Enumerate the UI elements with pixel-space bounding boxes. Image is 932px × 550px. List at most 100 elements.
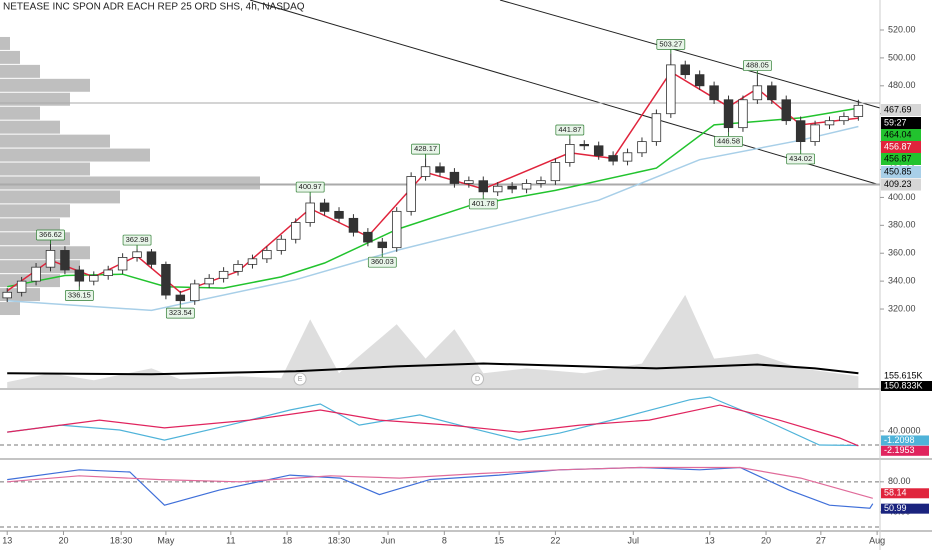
volume-profile-bar xyxy=(0,176,260,190)
volume-profile-bar xyxy=(0,162,90,176)
candle-body xyxy=(74,269,85,282)
volume-profile-bar xyxy=(0,190,120,204)
line xyxy=(7,362,859,376)
price-label-box xyxy=(881,141,921,153)
candle-body xyxy=(478,180,489,193)
x-tick-label: 11 xyxy=(226,535,235,545)
chart-title: NETEASE INC SPON ADR EACH REP 25 ORD SHS… xyxy=(3,2,305,13)
candle-body xyxy=(622,152,633,162)
price-label: 456.87 xyxy=(884,141,912,151)
x-tick-label: 13 xyxy=(705,535,715,545)
annotation-box xyxy=(64,290,94,301)
volume-profile-bar xyxy=(0,36,10,50)
price-label: 450.85 xyxy=(884,166,912,176)
candle-body xyxy=(608,155,618,162)
price-label: 464.04 xyxy=(884,129,912,139)
annotation-label: 488.05 xyxy=(746,61,769,70)
candle-body xyxy=(666,64,676,115)
volume-area xyxy=(7,294,859,388)
volume-profile-bar xyxy=(0,246,90,260)
candle-body xyxy=(305,202,315,223)
volume-label-box xyxy=(881,371,932,381)
y-tick-label: 500.00 xyxy=(888,52,916,62)
pane-label-box xyxy=(881,488,929,499)
candle-body xyxy=(175,294,186,302)
annotation-label: 428.17 xyxy=(414,144,437,153)
x-tick-label: 18:30 xyxy=(328,535,351,545)
candle-body xyxy=(363,231,373,243)
annotation-label: 503.27 xyxy=(659,39,682,48)
line xyxy=(7,125,859,312)
volume-profile-bar xyxy=(0,148,150,162)
price-label-box xyxy=(881,153,921,165)
volume-profile-bar xyxy=(0,50,20,64)
candle-body xyxy=(723,99,734,129)
y-tick-label: 360.00 xyxy=(888,248,916,258)
annotation-label: 400.97 xyxy=(299,182,322,191)
candle-body xyxy=(218,270,229,279)
annotation-box xyxy=(36,229,65,241)
channel-lower xyxy=(249,0,881,186)
candle-body xyxy=(276,238,287,251)
y-tick-label: 520.00 xyxy=(888,24,916,34)
candle-body xyxy=(492,185,503,193)
price-label-box xyxy=(881,178,921,191)
candle-body xyxy=(117,257,128,271)
x-tick-label: 20 xyxy=(58,535,68,545)
x-tick-label: Jun xyxy=(381,535,396,545)
candle-body xyxy=(795,120,806,143)
candle-body xyxy=(810,124,820,143)
annotation-box xyxy=(786,153,816,165)
candle-body xyxy=(550,162,561,182)
candle-body xyxy=(853,104,864,117)
candle-body xyxy=(824,120,835,126)
x-tick-label: 18 xyxy=(282,535,292,545)
annotation-box xyxy=(743,60,772,71)
volume-label: 155.615K xyxy=(884,370,923,380)
annotation-box xyxy=(411,143,440,155)
candle-body xyxy=(233,263,243,272)
candle-body xyxy=(2,291,12,299)
volume-profile-bar xyxy=(0,274,60,288)
event-label: E xyxy=(298,376,303,383)
price-label: 409.23 xyxy=(884,179,912,189)
event-marker xyxy=(293,372,307,386)
candle-body xyxy=(781,99,791,122)
channel-upper xyxy=(499,0,881,109)
x-tick-label: 20 xyxy=(761,535,771,545)
candle-body xyxy=(60,250,70,271)
candle-body xyxy=(507,185,517,190)
x-tick-label: 18:30 xyxy=(110,535,133,545)
candle-body xyxy=(420,166,431,177)
x-tick-label: 8 xyxy=(442,535,447,545)
annotation-label: 441.87 xyxy=(558,125,581,134)
candle-body xyxy=(767,85,777,101)
price-label-box xyxy=(881,104,921,116)
x-tick-label: Aug xyxy=(869,535,885,545)
candle-body xyxy=(694,74,705,87)
line xyxy=(7,396,859,447)
candle-body xyxy=(132,251,142,258)
candle-body xyxy=(435,166,445,173)
y-tick-label: 80.00 xyxy=(888,476,911,486)
volume-profile-bar xyxy=(0,92,70,106)
candle-body xyxy=(348,217,359,233)
x-tick-label: Jul xyxy=(628,535,640,545)
line xyxy=(7,466,873,499)
volume-profile-bar xyxy=(0,302,20,316)
candle-body xyxy=(521,183,532,190)
annotation-label: 401.78 xyxy=(472,199,495,208)
candle-body xyxy=(536,180,546,184)
candle-body xyxy=(45,250,56,268)
candle-body xyxy=(161,263,171,296)
x-tick-label: 27 xyxy=(816,535,826,545)
event-marker xyxy=(471,372,485,386)
price-label-box xyxy=(881,166,921,178)
annotation-box xyxy=(165,307,195,319)
annotation-label: 366.62 xyxy=(39,230,62,239)
pane-label: -1.2098 xyxy=(884,435,915,445)
y-tick-label: 340.00 xyxy=(888,276,916,286)
annotation-label: 323.54 xyxy=(169,308,192,317)
candle-body xyxy=(319,202,330,212)
